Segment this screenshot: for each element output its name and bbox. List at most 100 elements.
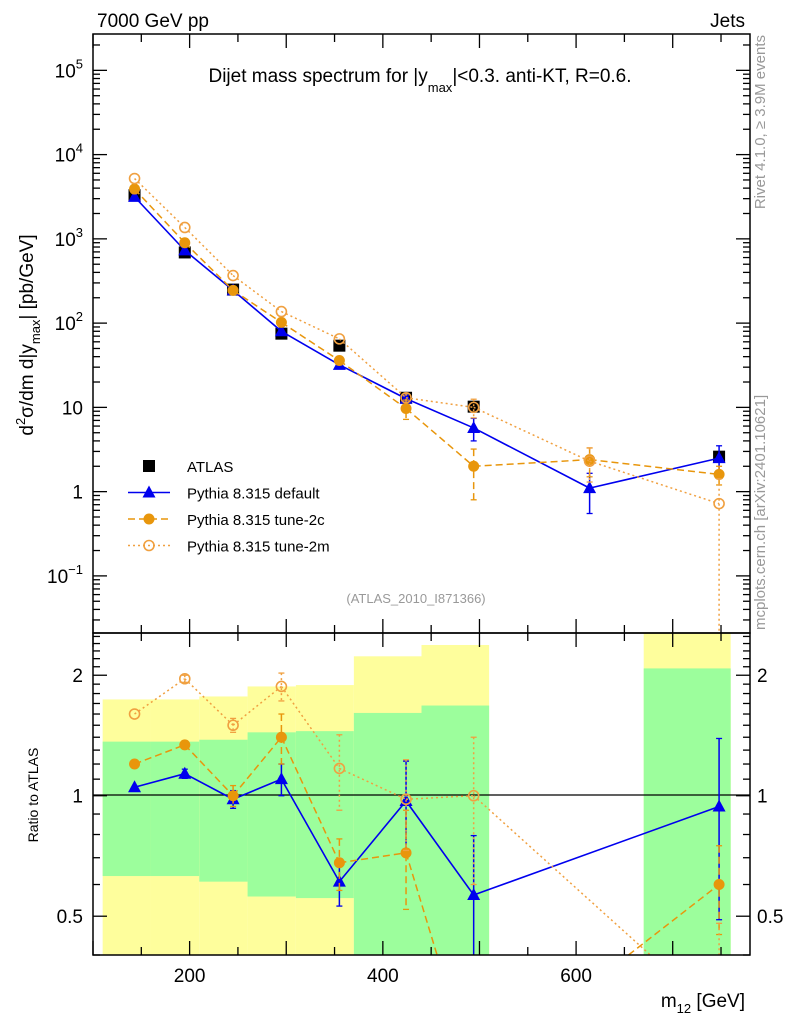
legend-default-label: Pythia 8.315 default xyxy=(187,486,320,503)
ratio-default-line xyxy=(232,778,282,800)
main-tune2c-point xyxy=(179,237,191,249)
main-series xyxy=(128,172,726,633)
ratio-tune2c-point xyxy=(129,758,141,770)
x-tick-label: 200 xyxy=(174,966,206,987)
main-tune2c-line xyxy=(232,289,282,324)
main-tune2m-point xyxy=(713,497,725,510)
ratio-y-tick-label-left: 0.5 xyxy=(57,907,83,928)
x-tick-label: 600 xyxy=(560,966,592,987)
main-tune2c-line xyxy=(405,407,475,467)
ratio-tune2c-point xyxy=(333,857,345,869)
legend-tune2c-label: Pythia 8.315 tune-2c xyxy=(187,512,325,529)
ratio-default-point xyxy=(712,799,726,812)
ratio-series xyxy=(128,672,726,955)
ratio-tune2m-line xyxy=(134,678,186,715)
xlabel-sub: 12 xyxy=(677,1001,691,1016)
rivet-side-label: Rivet 4.1.0, ≥ 3.9M events xyxy=(752,35,769,209)
main-tune2m-line xyxy=(134,177,186,229)
tick-base: 10 xyxy=(62,398,83,419)
ratio-tune2m-line xyxy=(406,794,474,800)
main-tune2c-line xyxy=(133,188,186,244)
ratio-tune2c-line xyxy=(339,852,407,864)
main-default-line xyxy=(232,289,282,332)
main-tune2m-point xyxy=(467,401,480,414)
main-tune2m-line xyxy=(281,310,340,340)
ylabel-pre: d xyxy=(17,425,38,436)
main-tune2c-point xyxy=(713,468,725,480)
ratio-y-tick-label-right: 2 xyxy=(757,666,768,687)
tick-exponent: 2 xyxy=(76,309,83,324)
tick-exponent: 5 xyxy=(76,56,83,71)
stat-uncertainty-band xyxy=(247,732,296,897)
ratio-y-axis-label: Ratio to ATLAS xyxy=(25,748,41,843)
ylabel-sup: 2 xyxy=(13,418,28,425)
stat-uncertainty-band xyxy=(353,712,422,955)
ylabel-post: | [pb/GeV] xyxy=(17,234,38,319)
main-tune2m-point xyxy=(583,455,596,467)
ratio-default-line xyxy=(280,778,341,883)
ratio-tune2c-point xyxy=(227,790,239,802)
stat-uncertainty-band xyxy=(150,741,200,877)
main-tune2c-point xyxy=(227,284,239,296)
ratio-tune2m-line xyxy=(473,795,651,955)
ratio-y-tick-label-left: 1 xyxy=(72,787,83,808)
ratio-default-line xyxy=(405,800,475,896)
main-default-line xyxy=(184,249,234,291)
ratio-y-tick-label-left: 2 xyxy=(72,666,83,687)
main-default-point xyxy=(274,324,288,337)
tick-base: 10 xyxy=(55,61,76,82)
main-y-tick-label: 104 xyxy=(55,141,83,167)
main-tune2m-line xyxy=(589,460,720,505)
tick-base: 10 xyxy=(47,567,68,588)
ratio-y-tick-label-right: 1 xyxy=(757,787,768,808)
ylabel-sub: max xyxy=(28,319,43,344)
energy-label: 7000 GeV pp xyxy=(97,11,209,32)
ratio-tune2m-line xyxy=(280,686,340,769)
legend: ATLAS Pythia 8.315 default Pythia 8.315 tu… xyxy=(128,459,330,556)
stat-uncertainty-band xyxy=(295,731,354,899)
ratio-tune2m-line xyxy=(339,767,407,800)
ratio-y-tick-label-right: 0.5 xyxy=(757,907,783,928)
main-default-point xyxy=(467,420,481,433)
main-y-tick-label: 10−1 xyxy=(47,562,83,588)
main-default-point xyxy=(178,243,192,256)
main-default-point xyxy=(128,189,142,202)
tick-exponent: 3 xyxy=(76,225,83,240)
tick-exponent: 4 xyxy=(76,141,83,156)
tick-exponent: −1 xyxy=(68,562,83,577)
tick-base: 10 xyxy=(55,146,76,167)
main-tune2c-point xyxy=(275,316,287,328)
main-y-tick-label: 103 xyxy=(55,225,83,251)
main-tune2m-line xyxy=(184,226,234,277)
main-default-line xyxy=(473,427,590,489)
main-y-tick-label: 102 xyxy=(55,309,83,335)
ratio-tune2m-line xyxy=(184,678,234,726)
stat-uncertainty-band xyxy=(421,705,490,955)
x-axis-label: m12 [GeV] xyxy=(661,991,745,1016)
main-tune2c-line xyxy=(184,242,234,291)
ratio-tune2m-point xyxy=(400,793,412,806)
ratio-default-point xyxy=(274,772,288,785)
process-label: Jets xyxy=(710,11,745,32)
ratio-tune2c-line xyxy=(184,744,234,797)
stat-uncertainty-band xyxy=(102,741,151,877)
ratio-tune2m-point xyxy=(467,789,480,802)
ratio-default-point xyxy=(178,766,192,779)
main-default-line xyxy=(133,196,186,251)
legend-tune2m-marker xyxy=(143,539,155,552)
ratio-uncertainty-bands xyxy=(102,633,731,955)
ylabel-mid: σ/dm d|y xyxy=(17,344,38,418)
xlabel-pre: m xyxy=(661,991,677,1012)
main-tune2m-point xyxy=(227,269,239,282)
ratio-tune2c-line xyxy=(628,883,720,955)
main-tune2c-line xyxy=(280,321,340,362)
main-tune2m-point xyxy=(333,333,346,345)
ratio-tune2c-line xyxy=(280,736,341,864)
plot-title-pre: Dijet mass spectrum for |y xyxy=(208,66,428,87)
ratio-tune2c-point xyxy=(179,739,191,751)
ratio-tune2c-point xyxy=(713,879,725,891)
ratio-tune2m-point xyxy=(275,680,288,693)
legend-tune2m-label: Pythia 8.315 tune-2m xyxy=(187,539,330,556)
